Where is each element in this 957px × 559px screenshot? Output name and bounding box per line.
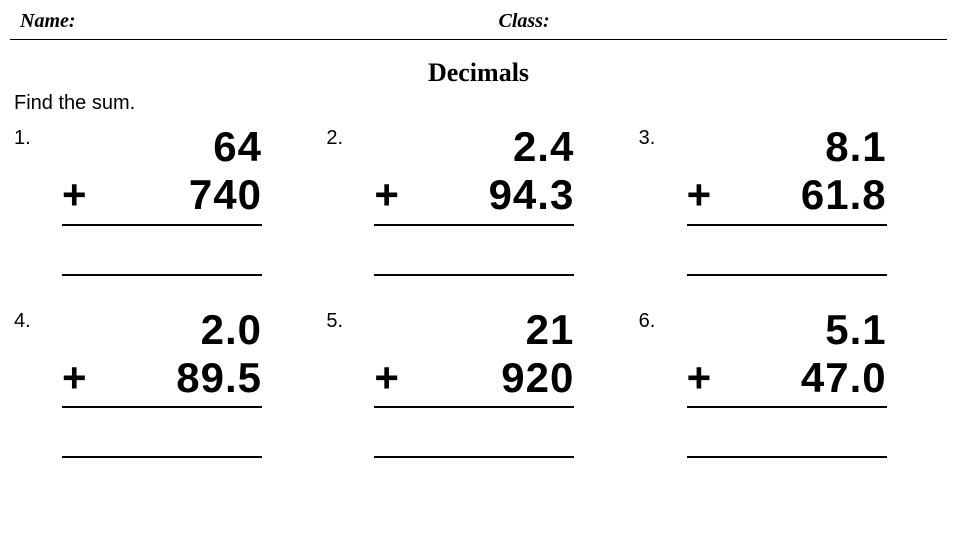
answer-space xyxy=(687,408,887,452)
problem: 2. 2.4 +94.3 xyxy=(322,123,634,276)
answer-space xyxy=(374,226,574,270)
problem-number: 3. xyxy=(639,123,667,150)
problem-number: 1. xyxy=(14,123,42,150)
operator: + xyxy=(687,171,721,219)
page-title: Decimals xyxy=(0,58,957,88)
operand-bottom: 89.5 xyxy=(96,354,262,402)
operand-bottom: 47.0 xyxy=(721,354,887,402)
instruction-text: Find the sum. xyxy=(0,92,957,115)
answer-rule xyxy=(374,274,574,276)
class-label: Class: xyxy=(459,10,938,33)
operand-top: 21 xyxy=(408,306,574,354)
problem-body: 64 +740 xyxy=(62,123,262,276)
name-label: Name: xyxy=(20,10,459,33)
problem-number: 2. xyxy=(326,123,354,150)
problem: 5. 21 +920 xyxy=(322,306,634,459)
operand-bottom: 740 xyxy=(96,171,262,219)
answer-rule xyxy=(62,274,262,276)
problem-body: 2.4 +94.3 xyxy=(374,123,574,276)
operator: + xyxy=(62,171,96,219)
operand-top: 5.1 xyxy=(721,306,887,354)
operator: + xyxy=(374,171,408,219)
answer-rule xyxy=(687,456,887,458)
answer-rule xyxy=(374,456,574,458)
problem-number: 4. xyxy=(14,306,42,333)
answer-rule xyxy=(687,274,887,276)
operator: + xyxy=(687,354,721,402)
problem: 6. 5.1 +47.0 xyxy=(635,306,947,459)
answer-rule xyxy=(62,456,262,458)
worksheet-header: Name: Class: xyxy=(10,0,947,40)
answer-space xyxy=(62,226,262,270)
answer-space xyxy=(687,226,887,270)
operand-bottom: 920 xyxy=(408,354,574,402)
problem: 4. 2.0 +89.5 xyxy=(10,306,322,459)
problem-body: 2.0 +89.5 xyxy=(62,306,262,459)
operand-top: 64 xyxy=(96,123,262,171)
answer-space xyxy=(62,408,262,452)
problem-body: 5.1 +47.0 xyxy=(687,306,887,459)
operand-top: 2.0 xyxy=(96,306,262,354)
operand-bottom: 61.8 xyxy=(721,171,887,219)
operand-top: 2.4 xyxy=(408,123,574,171)
operand-top: 8.1 xyxy=(721,123,887,171)
operator: + xyxy=(62,354,96,402)
problem-number: 5. xyxy=(326,306,354,333)
problem: 3. 8.1 +61.8 xyxy=(635,123,947,276)
answer-space xyxy=(374,408,574,452)
problem-number: 6. xyxy=(639,306,667,333)
problems-grid: 1. 64 +740 2. 2.4 +94.3 3. 8.1 +61.8 4 xyxy=(0,123,957,458)
operator: + xyxy=(374,354,408,402)
problem-body: 8.1 +61.8 xyxy=(687,123,887,276)
problem: 1. 64 +740 xyxy=(10,123,322,276)
problem-body: 21 +920 xyxy=(374,306,574,459)
operand-bottom: 94.3 xyxy=(408,171,574,219)
